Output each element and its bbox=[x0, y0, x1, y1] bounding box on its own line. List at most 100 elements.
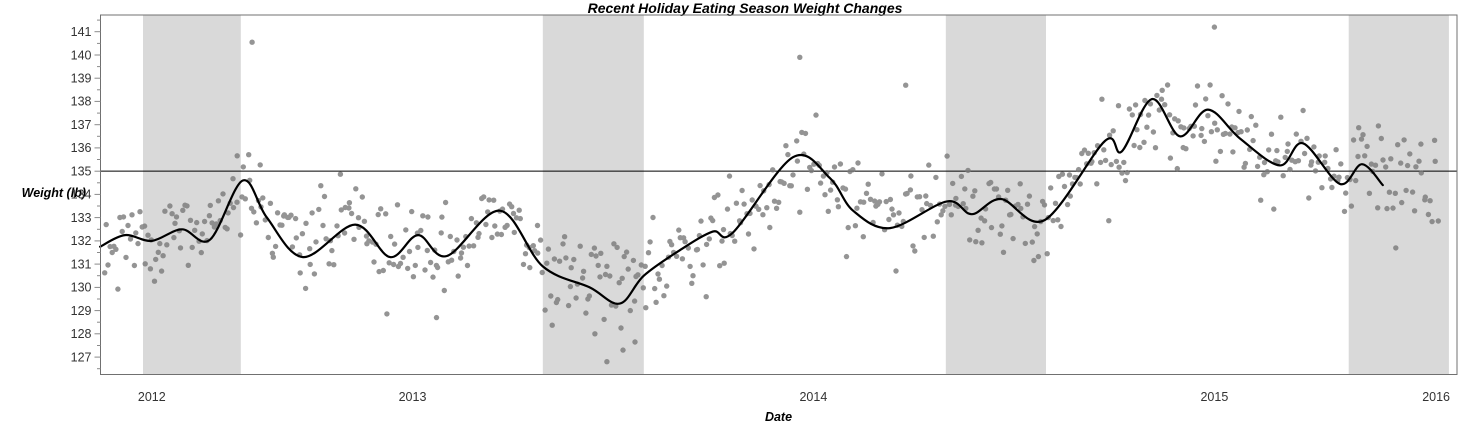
data-point bbox=[1217, 148, 1224, 155]
data-point bbox=[466, 243, 472, 249]
data-point bbox=[135, 240, 141, 247]
data-point bbox=[1306, 195, 1312, 201]
data-point bbox=[1208, 129, 1215, 135]
scatter-points bbox=[102, 24, 1442, 365]
data-point bbox=[545, 246, 552, 252]
data-point bbox=[1366, 190, 1373, 196]
data-point bbox=[1284, 148, 1291, 155]
data-point bbox=[424, 247, 430, 254]
data-point bbox=[225, 210, 231, 216]
data-point bbox=[620, 347, 626, 353]
data-point bbox=[1064, 201, 1071, 208]
data-point bbox=[1236, 108, 1242, 115]
data-point bbox=[1390, 205, 1396, 211]
data-point bbox=[1312, 168, 1319, 174]
data-point bbox=[703, 241, 710, 248]
data-point bbox=[1183, 146, 1189, 152]
data-point bbox=[852, 223, 859, 229]
data-point bbox=[627, 307, 633, 314]
data-point bbox=[732, 238, 738, 244]
data-point bbox=[1058, 223, 1064, 230]
data-point bbox=[745, 231, 752, 237]
data-point bbox=[592, 331, 598, 337]
data-point bbox=[618, 325, 624, 331]
data-point bbox=[607, 273, 613, 279]
data-point bbox=[1121, 159, 1127, 166]
data-point bbox=[781, 180, 787, 186]
data-point bbox=[1333, 147, 1339, 153]
data-point bbox=[390, 261, 397, 268]
data-point bbox=[1000, 249, 1007, 255]
y-tick-label: 139 bbox=[71, 72, 92, 86]
data-point bbox=[427, 259, 434, 266]
data-point bbox=[1372, 162, 1379, 168]
data-point bbox=[930, 233, 936, 239]
data-point bbox=[338, 207, 344, 213]
data-point bbox=[199, 231, 205, 237]
data-point bbox=[522, 251, 529, 257]
data-point bbox=[307, 246, 313, 252]
data-point bbox=[1055, 217, 1061, 223]
data-point bbox=[1409, 189, 1416, 195]
data-point bbox=[383, 211, 389, 217]
data-point bbox=[230, 204, 237, 211]
data-point bbox=[997, 231, 1003, 237]
data-point bbox=[164, 242, 170, 248]
y-tick-label: 140 bbox=[71, 48, 92, 62]
data-point bbox=[483, 221, 489, 228]
data-point bbox=[1341, 208, 1348, 215]
data-point bbox=[908, 173, 914, 179]
data-point bbox=[311, 271, 318, 277]
data-point bbox=[842, 186, 849, 192]
data-point bbox=[1375, 123, 1382, 129]
data-point bbox=[835, 204, 842, 210]
data-point bbox=[820, 173, 827, 179]
data-point bbox=[1295, 158, 1302, 164]
data-point bbox=[119, 228, 125, 235]
data-point bbox=[470, 243, 477, 249]
data-point bbox=[1212, 120, 1218, 126]
data-point bbox=[433, 314, 440, 321]
data-point bbox=[551, 256, 558, 262]
data-point bbox=[837, 161, 844, 167]
data-point bbox=[355, 215, 362, 221]
data-point bbox=[115, 286, 121, 292]
data-point bbox=[201, 218, 208, 225]
data-point bbox=[185, 262, 191, 268]
data-point bbox=[1192, 102, 1199, 108]
data-point bbox=[129, 212, 135, 218]
data-point bbox=[1141, 139, 1147, 145]
data-point bbox=[664, 283, 670, 289]
data-point bbox=[586, 293, 593, 299]
data-point bbox=[640, 285, 646, 291]
x-tick-label: 2014 bbox=[799, 390, 827, 404]
data-point bbox=[1145, 112, 1152, 118]
data-point bbox=[973, 239, 979, 245]
data-point bbox=[756, 206, 762, 212]
data-point bbox=[1254, 163, 1261, 170]
data-point bbox=[320, 222, 326, 229]
data-point bbox=[650, 214, 656, 221]
data-point bbox=[1322, 153, 1328, 159]
data-point bbox=[274, 210, 281, 216]
data-point bbox=[843, 253, 850, 260]
data-point bbox=[1301, 150, 1308, 157]
data-point bbox=[157, 240, 163, 247]
data-point bbox=[242, 196, 248, 202]
data-point bbox=[1044, 251, 1050, 257]
data-point bbox=[921, 234, 927, 241]
data-point bbox=[556, 258, 563, 264]
data-point bbox=[1061, 183, 1068, 190]
data-point bbox=[1005, 187, 1011, 193]
data-point bbox=[749, 197, 755, 203]
data-point bbox=[1403, 187, 1409, 194]
data-point bbox=[192, 227, 198, 233]
data-point bbox=[896, 210, 902, 216]
data-point bbox=[1101, 147, 1107, 153]
data-point bbox=[1350, 137, 1357, 143]
data-point bbox=[822, 192, 828, 198]
data-point bbox=[719, 238, 725, 244]
data-point bbox=[1348, 203, 1355, 209]
data-point bbox=[1268, 131, 1275, 137]
data-point bbox=[741, 201, 747, 207]
